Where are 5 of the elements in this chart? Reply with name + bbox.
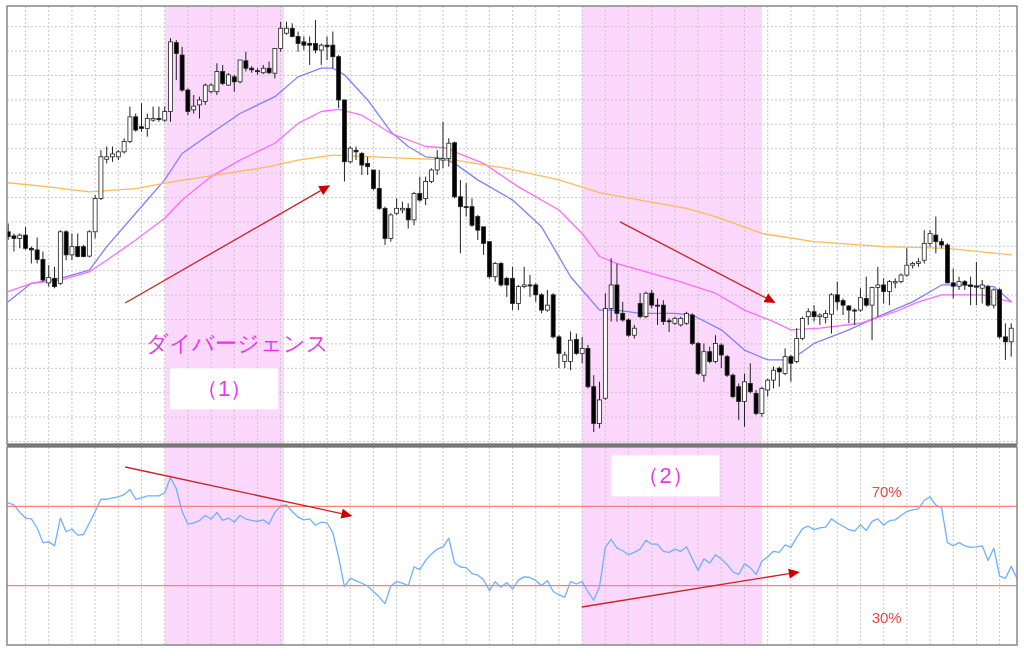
- annotation: （2）: [637, 463, 694, 489]
- annotation: （1）: [196, 376, 253, 402]
- ref-line-label: 70%: [871, 483, 902, 501]
- annotation: ダイバージェンス: [145, 330, 329, 356]
- ref-line-label: 30%: [871, 608, 902, 626]
